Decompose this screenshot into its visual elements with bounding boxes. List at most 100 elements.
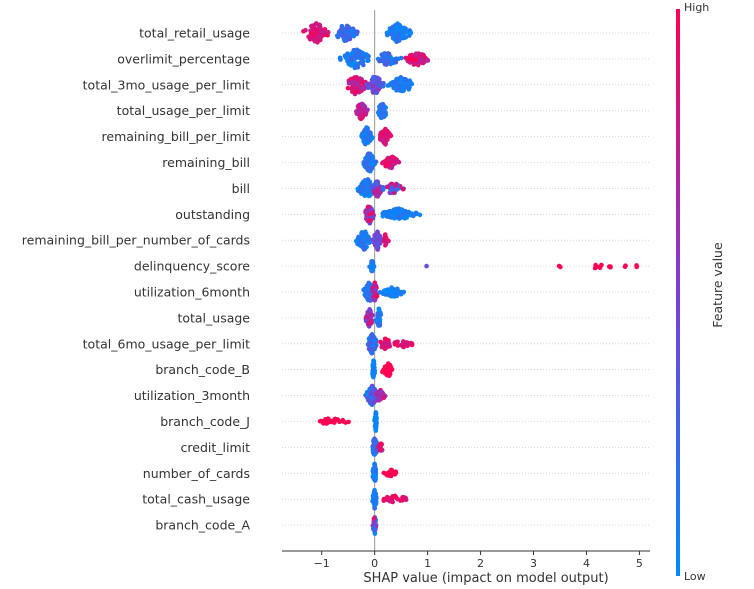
- shap-point: [384, 137, 390, 143]
- shap-point: [380, 133, 385, 139]
- shap-point: [342, 28, 348, 34]
- shap-point: [393, 182, 399, 188]
- shap-point: [357, 189, 363, 194]
- shap-point: [376, 233, 381, 239]
- feature-label: outstanding: [175, 207, 250, 222]
- shap-point: [384, 157, 390, 162]
- shap-point: [371, 470, 376, 475]
- shap-point: [313, 38, 318, 44]
- shap-point: [393, 31, 398, 36]
- shap-point: [372, 519, 377, 524]
- shap-point: [369, 210, 375, 216]
- shap-point: [385, 473, 391, 478]
- shap-point: [394, 206, 400, 212]
- shap-point: [366, 185, 372, 191]
- shap-point: [362, 292, 368, 298]
- shap-point: [390, 293, 395, 299]
- shap-point: [377, 290, 383, 295]
- feature-label: bill: [232, 181, 250, 196]
- shap-point: [388, 213, 394, 219]
- shap-point: [371, 361, 377, 366]
- shap-point: [377, 322, 383, 328]
- shap-point: [402, 77, 408, 82]
- feature-label: remaining_bill_per_number_of_cards: [22, 233, 250, 248]
- shap-point: [374, 179, 380, 184]
- shap-point: [400, 186, 406, 192]
- shap-point: [608, 265, 613, 270]
- shap-point: [380, 187, 386, 192]
- shap-point: [355, 241, 360, 247]
- shap-point: [340, 419, 346, 424]
- shap-point: [341, 34, 346, 39]
- shap-point: [372, 492, 378, 498]
- feature-label: branch_code_A: [155, 518, 250, 533]
- shap-point: [389, 57, 395, 62]
- shap-point: [366, 320, 372, 326]
- shap-point: [388, 467, 394, 473]
- shap-point: [344, 23, 350, 29]
- shap-point: [371, 189, 377, 194]
- shap-point: [403, 29, 409, 34]
- shap-point: [373, 420, 379, 426]
- shap-point: [407, 60, 413, 65]
- shap-point: [406, 56, 412, 62]
- shap-point: [392, 494, 397, 500]
- shap-point: [351, 33, 357, 39]
- shap-point: [398, 289, 404, 295]
- shap-point: [388, 31, 394, 37]
- shap-point: [331, 418, 337, 424]
- shap-point: [393, 59, 399, 65]
- shap-point: [367, 298, 373, 303]
- shap-point: [379, 109, 385, 115]
- shap-point: [424, 263, 429, 269]
- shap-point: [384, 364, 390, 370]
- shap-point: [380, 391, 386, 396]
- feature-label: branch_code_B: [155, 362, 250, 377]
- shap-point: [352, 54, 358, 60]
- shap-point: [417, 212, 423, 218]
- shap-point: [385, 184, 391, 190]
- shap-point: [394, 187, 399, 192]
- shap-point: [360, 182, 365, 187]
- shap-point: [317, 418, 323, 424]
- shap-point: [386, 338, 391, 343]
- shap-point: [388, 81, 393, 87]
- shap-point: [363, 132, 368, 137]
- shap-point: [398, 55, 404, 61]
- shap-point: [338, 28, 343, 33]
- shap-point: [371, 74, 376, 80]
- shap-point: [376, 390, 381, 395]
- shap-point: [353, 64, 359, 70]
- shap-point: [357, 108, 362, 114]
- shap-point: [382, 370, 387, 375]
- shap-point: [377, 76, 382, 82]
- shap-point: [424, 58, 430, 63]
- shap-point: [360, 236, 366, 241]
- shap-point: [365, 125, 370, 131]
- row-guide-lines: [282, 32, 650, 526]
- shap-point: [337, 55, 343, 61]
- shap-point: [372, 506, 377, 511]
- feature-label: total_retail_usage: [139, 26, 250, 41]
- shap-point: [372, 465, 378, 471]
- shap-point: [366, 218, 372, 223]
- shap-point: [372, 297, 378, 303]
- shap-point: [408, 30, 414, 36]
- shap-point: [413, 53, 419, 58]
- shap-point: [358, 116, 364, 122]
- x-tick-label: −1: [314, 557, 330, 570]
- shap-point: [413, 61, 419, 66]
- shap-point: [325, 29, 331, 35]
- shap-point: [364, 155, 369, 161]
- shap-point: [596, 264, 602, 270]
- shap-point: [395, 496, 401, 502]
- shap-point: [386, 162, 392, 168]
- shap-point: [371, 526, 376, 531]
- shap-point: [361, 62, 366, 68]
- shap-point: [408, 80, 414, 86]
- shap-point: [389, 290, 394, 296]
- shap-point: [372, 489, 377, 494]
- feature-label: total_usage_per_limit: [117, 103, 250, 118]
- shap-point: [411, 213, 416, 218]
- shap-point: [391, 209, 397, 215]
